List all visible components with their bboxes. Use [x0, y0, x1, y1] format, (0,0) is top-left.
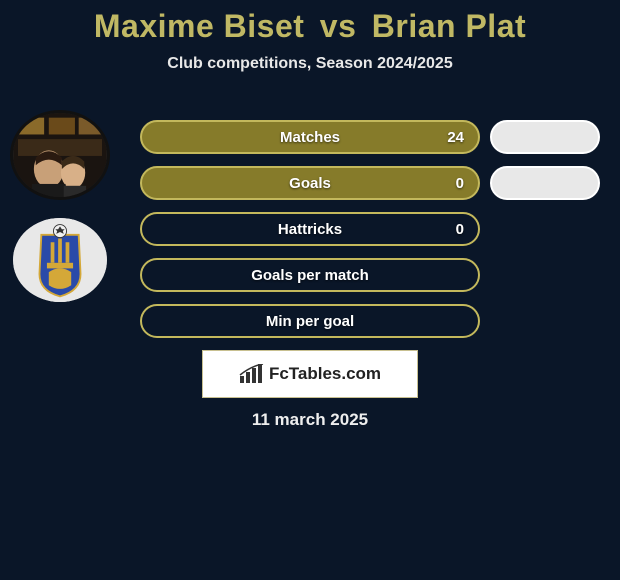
stat-row: Min per goal: [0, 304, 620, 350]
stat-pill-left: Goals per match: [140, 258, 480, 292]
subtitle: Club competitions, Season 2024/2025: [0, 55, 620, 73]
comparison-infographic: Maxime Biset vs Brian Plat Club competit…: [0, 0, 620, 580]
stat-value-left: 0: [456, 221, 464, 238]
stat-pill-right: [490, 166, 600, 200]
stat-label: Goals: [289, 175, 331, 192]
title-player2: Brian Plat: [372, 8, 526, 44]
stat-label: Min per goal: [266, 313, 354, 330]
stat-pill-left: Matches 24: [140, 120, 480, 154]
stat-pill-left: Hattricks 0: [140, 212, 480, 246]
stat-value-left: 24: [447, 129, 464, 146]
stat-value-left: 0: [456, 175, 464, 192]
date-label: 11 march 2025: [0, 410, 620, 430]
stat-pill-left: Goals 0: [140, 166, 480, 200]
stat-label: Matches: [280, 129, 340, 146]
brand-badge: FcTables.com: [202, 350, 418, 398]
title-vs: vs: [320, 8, 357, 44]
brand-text: FcTables.com: [269, 364, 381, 384]
stat-pill-left: Min per goal: [140, 304, 480, 338]
stat-label: Goals per match: [251, 267, 369, 284]
bar-chart-icon: [239, 364, 265, 384]
stat-row: Matches 24: [0, 120, 620, 166]
stat-row: Goals per match: [0, 258, 620, 304]
page-title: Maxime Biset vs Brian Plat: [0, 8, 620, 45]
title-player1: Maxime Biset: [94, 8, 305, 44]
stat-pill-right: [490, 120, 600, 154]
stat-row: Hattricks 0: [0, 212, 620, 258]
stat-label: Hattricks: [278, 221, 342, 238]
stat-row: Goals 0: [0, 166, 620, 212]
